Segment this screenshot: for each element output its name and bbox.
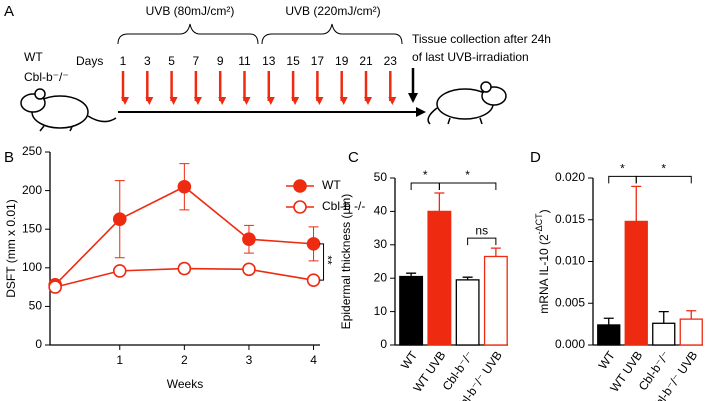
y-tick-label: 200 (22, 183, 42, 197)
bar (624, 220, 648, 346)
note: of last UVB-irradiation (412, 50, 529, 64)
x-tick-label: 1 (116, 353, 123, 367)
marker (112, 264, 127, 278)
y-tick-label: 10 (374, 304, 388, 318)
y-tick-label: 0.010 (555, 254, 585, 268)
y-tick-label: 0 (35, 337, 42, 351)
y-tick-label: 0 (380, 337, 387, 351)
bar (597, 324, 621, 346)
day-label: 17 (311, 54, 325, 68)
significance-bracket (467, 237, 497, 246)
legend-label: WT (322, 178, 341, 192)
legend-label: Cbl-b -/- (322, 199, 365, 213)
y-axis-label: DSFT (mm x 0.01) (4, 199, 18, 297)
marker (306, 273, 321, 287)
panel-label: B (4, 149, 14, 166)
marker (242, 262, 256, 277)
significance-label: ns (475, 223, 488, 237)
x-axis-label: Weeks (167, 377, 203, 391)
marker (112, 212, 127, 226)
y-axis-label: Epidermal thickness (µm) (339, 194, 353, 330)
y-tick-label: 0.000 (555, 337, 585, 351)
y-tick-label: 50 (374, 170, 388, 184)
mouse (20, 88, 117, 132)
x-tick-label: WT (596, 348, 619, 372)
y-tick-label: 20 (374, 270, 388, 284)
bar (455, 279, 480, 346)
significance-label: * (620, 162, 625, 176)
day-label: 11 (238, 54, 251, 68)
day-label: 5 (168, 54, 175, 68)
bar (483, 255, 508, 346)
error-bar (658, 310, 669, 324)
day-label: 21 (359, 54, 373, 68)
day-label: 1 (120, 54, 127, 68)
x-tick-label: 3 (246, 353, 253, 367)
error-bar (603, 317, 614, 325)
y-tick-label: 150 (22, 221, 42, 235)
bar (652, 322, 676, 346)
marker (242, 232, 256, 247)
y-tick-label: 0.015 (555, 212, 585, 226)
days-label: Days (76, 54, 103, 68)
y-tick-label: 0.020 (555, 170, 585, 184)
panel-label: D (530, 149, 541, 166)
y-tick-label: 30 (374, 237, 388, 251)
legend-marker (293, 200, 307, 214)
bar (679, 318, 703, 346)
day-label: 9 (217, 54, 224, 68)
y-axis-label-part: ) (537, 209, 551, 213)
significance-label: * (465, 168, 470, 182)
group-label: Cbl-b⁻/⁻ (24, 70, 69, 84)
y-tick-label: 40 (374, 204, 388, 218)
y-axis-label: mRNA IL-10 (2-ΔCT) (534, 209, 551, 313)
y-axis-label-part: mRNA IL-10 (2 (537, 234, 551, 314)
day-label: 19 (335, 54, 349, 68)
significance-bracket (438, 182, 497, 191)
group-label: WT (24, 50, 43, 64)
significance-label: * (423, 168, 428, 182)
significance-bracket (635, 175, 692, 184)
phase-label: UVB (80mJ/cm²) (146, 4, 235, 18)
x-tick-label: 4 (310, 353, 317, 367)
y-axis-label-part: -ΔCT (534, 213, 544, 235)
marker (177, 261, 192, 276)
marker (177, 179, 192, 194)
significance-bracket (608, 175, 637, 184)
y-tick-label: 100 (22, 260, 42, 274)
bar (427, 210, 452, 346)
significance-bracket (319, 243, 325, 281)
significance-label: ** (320, 255, 334, 265)
note: Tissue collection after 24h (412, 32, 551, 46)
panel-label: A (4, 3, 14, 20)
mouse (427, 81, 507, 125)
error-bar (631, 185, 642, 222)
day-label: 7 (193, 54, 200, 68)
y-tick-label: 250 (22, 144, 42, 158)
legend-marker (293, 179, 307, 193)
phase-label: UVB (220mJ/cm²) (285, 4, 380, 18)
x-tick-label: WT (398, 348, 421, 372)
panel-label: C (348, 149, 359, 166)
y-tick-label: 0.005 (555, 295, 585, 309)
day-label: 15 (286, 54, 300, 68)
error-bar (686, 310, 697, 320)
x-tick-label: 2 (181, 353, 188, 367)
y-axis-label-part: Epidermal thickness (µm) (339, 194, 353, 330)
error-bar (434, 192, 445, 212)
day-label: 3 (144, 54, 151, 68)
error-bar (490, 247, 501, 257)
marker (306, 237, 321, 251)
bar (399, 275, 424, 346)
brace (261, 23, 403, 45)
day-label: 13 (262, 54, 276, 68)
day-label: 23 (384, 54, 398, 68)
marker (48, 280, 62, 294)
significance-label: * (661, 162, 666, 176)
y-tick-label: 50 (29, 299, 43, 313)
brace (117, 23, 259, 45)
significance-bracket (410, 182, 440, 191)
